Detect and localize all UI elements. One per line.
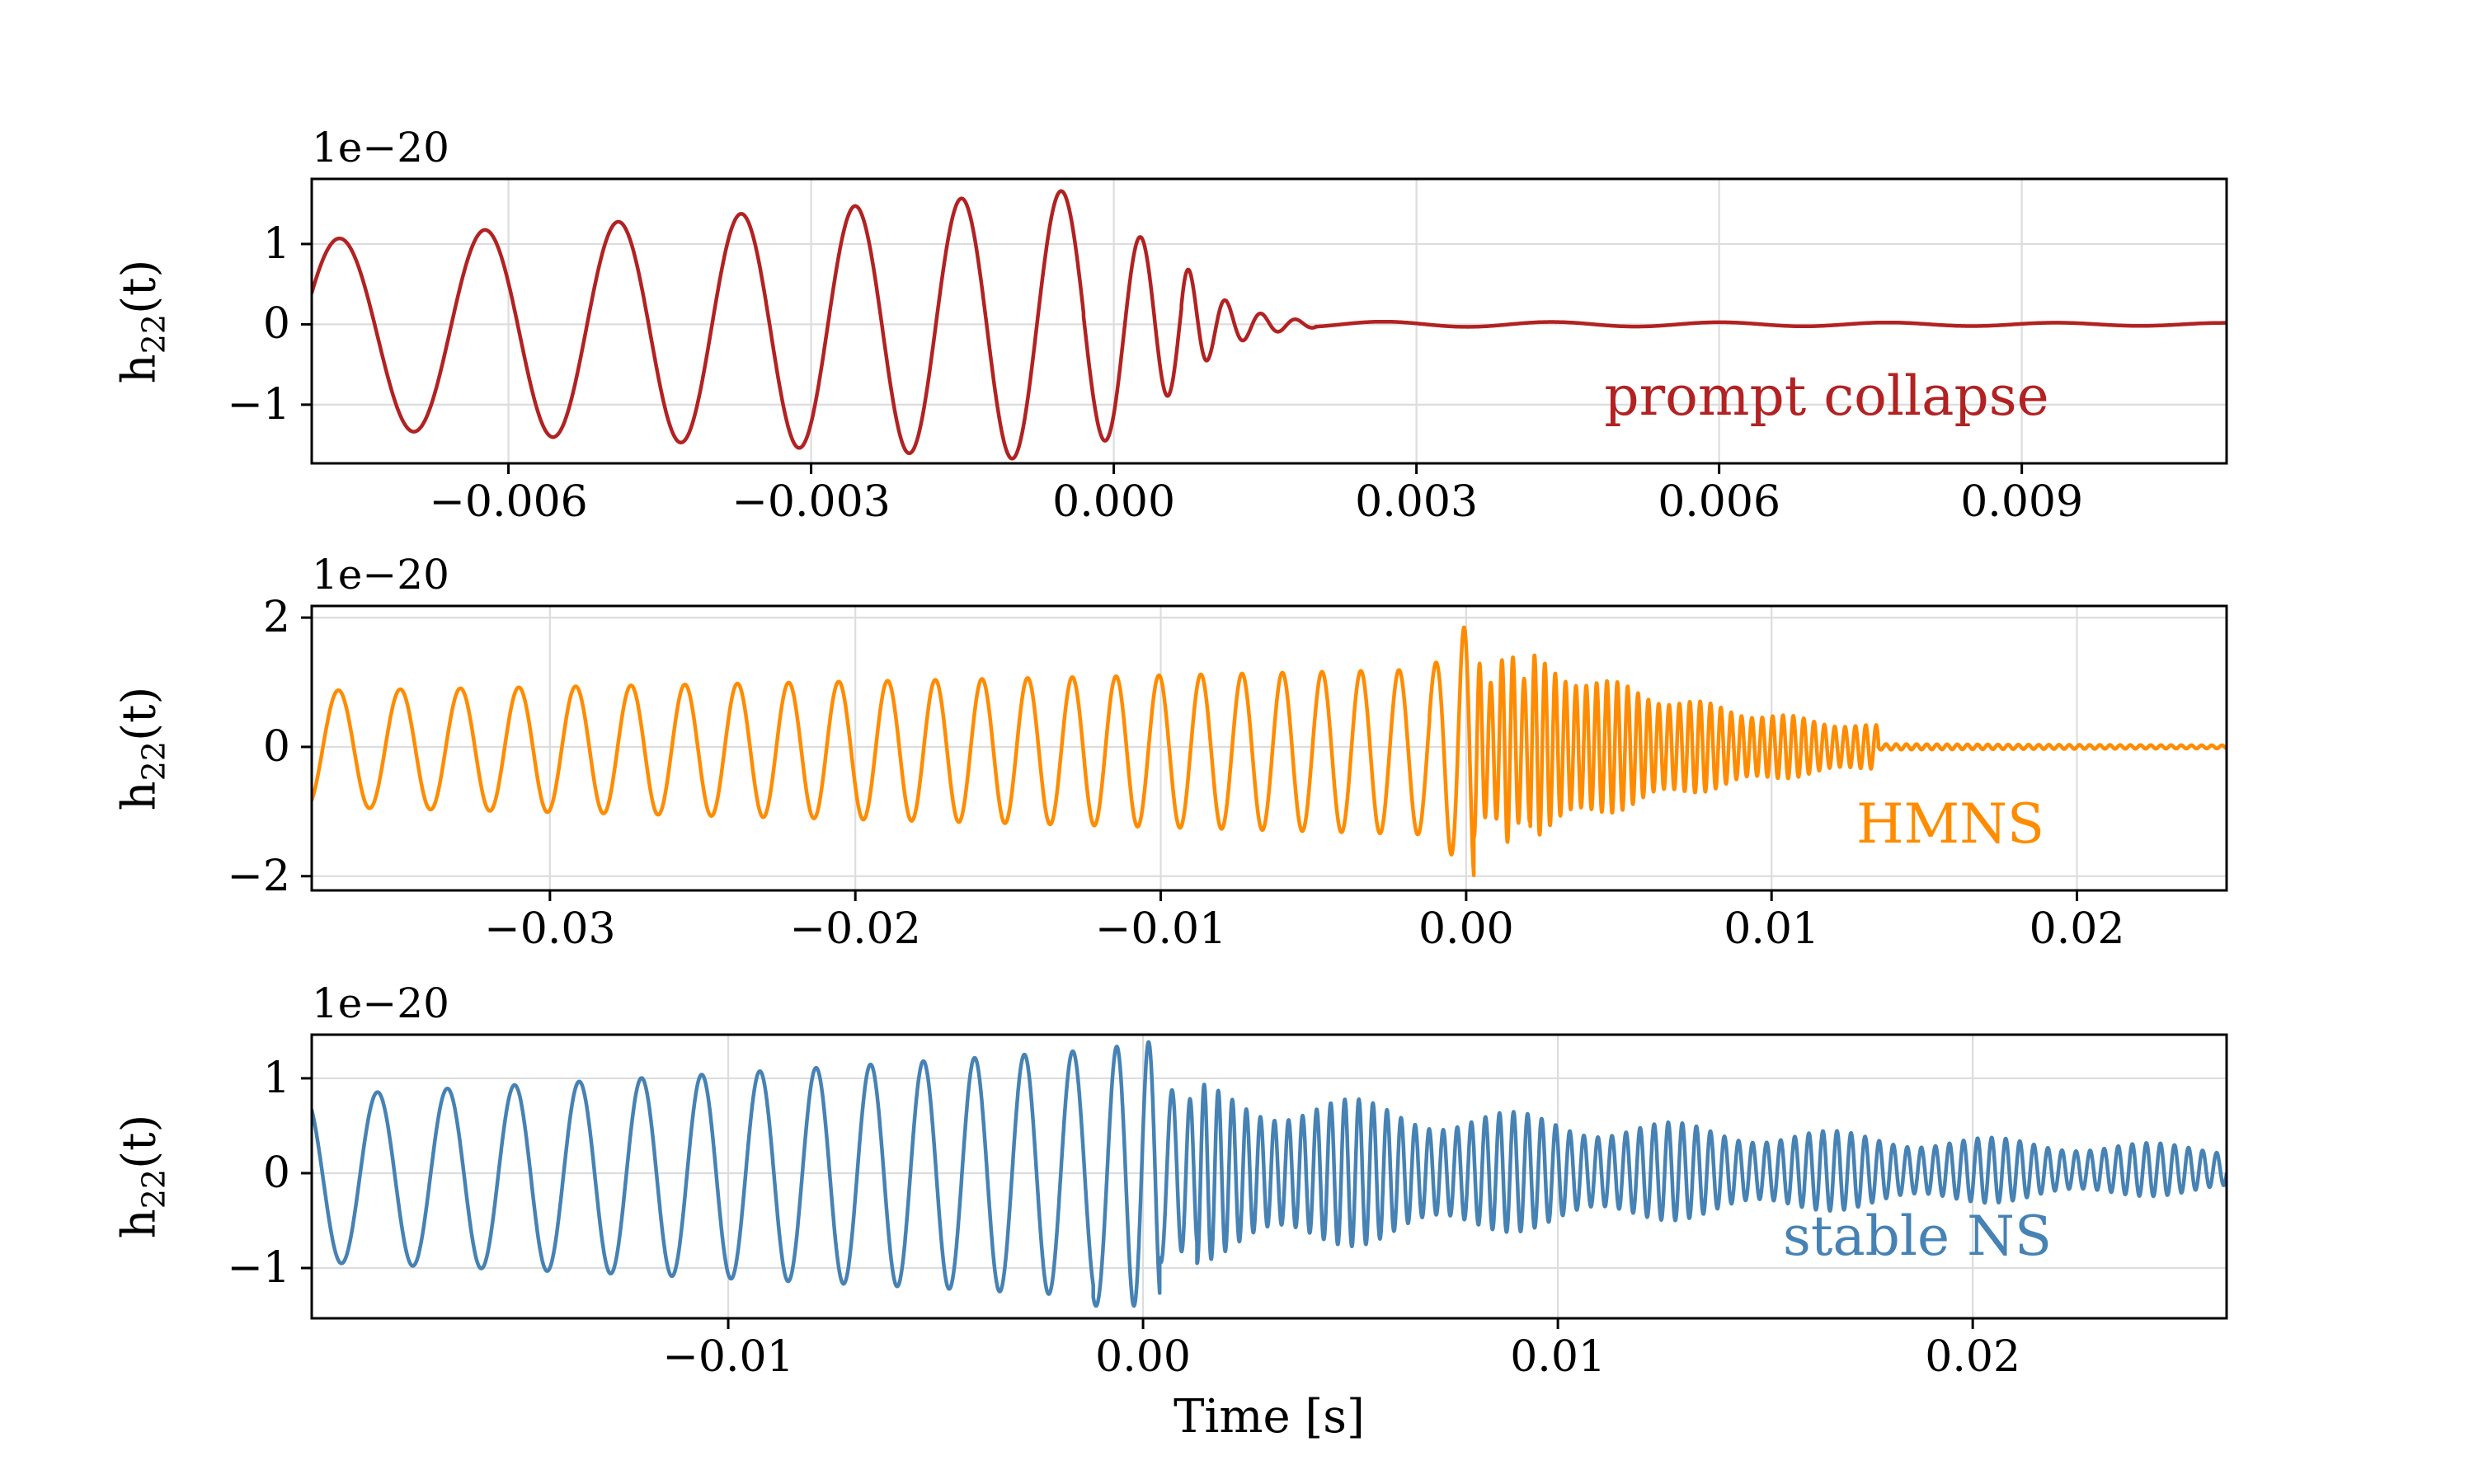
y-tick-label: −2 — [227, 851, 290, 901]
y-tick-label: 1 — [262, 218, 290, 269]
x-tick-label: 0.006 — [1658, 477, 1781, 527]
x-tick-label: −0.03 — [484, 904, 616, 954]
x-tick-label: 0.000 — [1052, 477, 1176, 527]
annotation-prompt-collapse: prompt collapse — [1604, 364, 2049, 428]
axis-offset-label: 1e−20 — [312, 979, 449, 1027]
waveform-curve-stable-ns — [312, 1040, 2227, 1308]
x-tick-label: −0.003 — [731, 477, 891, 527]
y-tick-label: 0 — [262, 1148, 290, 1198]
tick-marks — [301, 242, 2024, 474]
axis-offset-label: 1e−20 — [312, 551, 449, 599]
y-tick-label: 0 — [262, 721, 290, 772]
subplot-prompt-collapse — [301, 177, 2228, 474]
x-tick-label: −0.006 — [429, 477, 588, 527]
y-axis-label: h22(t) — [112, 686, 172, 810]
subplot-stable-ns — [301, 1033, 2228, 1329]
x-tick-label: 0.01 — [1510, 1332, 1606, 1382]
x-tick-label: 0.02 — [1925, 1332, 2021, 1382]
axes-spines — [310, 1033, 2228, 1320]
y-tick-label: 0 — [262, 299, 290, 350]
axes-spines — [310, 604, 2228, 892]
x-tick-label: 0.003 — [1355, 477, 1479, 527]
y-axis-label: h22(t) — [112, 259, 172, 383]
annotation-hmns: HMNS — [1856, 792, 2045, 856]
axis-offset-label: 1e−20 — [312, 124, 449, 171]
x-tick-label: 0.00 — [1095, 1332, 1191, 1382]
y-tick-label: −1 — [227, 379, 290, 430]
y-tick-label: −1 — [227, 1243, 290, 1294]
x-tick-label: 0.00 — [1418, 904, 1514, 954]
y-axis-label: h22(t) — [112, 1114, 172, 1239]
x-tick-label: −0.01 — [1094, 904, 1227, 954]
y-tick-label: 1 — [262, 1053, 290, 1103]
y-axis-label-subscript: 22 — [135, 313, 172, 354]
x-tick-label: 0.02 — [2029, 904, 2125, 954]
x-tick-label: −0.01 — [662, 1332, 794, 1382]
tick-marks — [301, 616, 2079, 901]
y-axis-label-subscript: 22 — [135, 1168, 172, 1209]
annotation-stable-ns: stable NS — [1782, 1205, 2053, 1268]
y-tick-label: 2 — [262, 593, 290, 643]
x-tick-label: −0.02 — [789, 904, 921, 954]
y-axis-label-subscript: 22 — [135, 740, 172, 781]
tick-marks — [301, 1077, 1974, 1329]
subplot-hmns — [301, 604, 2228, 901]
x-axis-label: Time [s] — [1174, 1390, 1365, 1444]
grid — [312, 606, 2227, 890]
x-tick-label: 0.009 — [1960, 477, 2084, 527]
waveform-curve-prompt-collapse — [312, 189, 2227, 461]
x-tick-label: 0.01 — [1724, 904, 1820, 954]
waveform-curve-hmns — [312, 625, 2227, 877]
axes-spines — [310, 177, 2228, 465]
